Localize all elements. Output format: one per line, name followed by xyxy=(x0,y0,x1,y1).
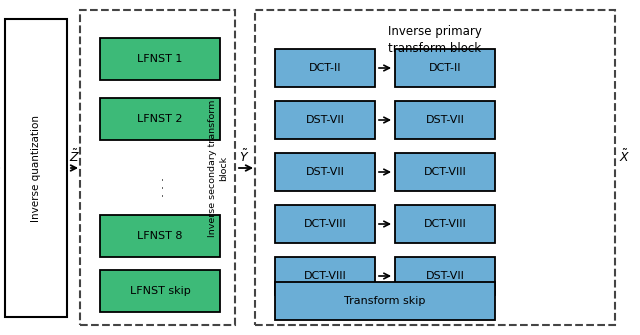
Bar xyxy=(395,205,495,243)
Text: Inverse quantization: Inverse quantization xyxy=(31,115,41,221)
Text: LFNST 2: LFNST 2 xyxy=(137,114,183,124)
Text: $\tilde{Y}$: $\tilde{Y}$ xyxy=(239,149,249,165)
Text: Transform skip: Transform skip xyxy=(344,296,426,306)
Bar xyxy=(275,205,375,243)
Text: DST-VII: DST-VII xyxy=(426,115,465,125)
Text: DCT-II: DCT-II xyxy=(429,63,461,73)
Text: LFNST 8: LFNST 8 xyxy=(137,231,183,241)
Text: DST-VII: DST-VII xyxy=(305,115,344,125)
Bar xyxy=(275,101,375,139)
Text: DCT-II: DCT-II xyxy=(308,63,341,73)
Bar xyxy=(5,19,67,317)
Text: DCT-VIII: DCT-VIII xyxy=(424,167,467,177)
Text: Inverse secondary transform
block: Inverse secondary transform block xyxy=(208,99,228,237)
Text: . . .: . . . xyxy=(154,177,166,197)
Text: Inverse primary
transform block: Inverse primary transform block xyxy=(388,25,482,55)
Bar xyxy=(395,49,495,87)
Bar xyxy=(255,10,615,325)
Bar xyxy=(395,101,495,139)
Text: DCT-VIII: DCT-VIII xyxy=(424,219,467,229)
Text: DCT-VIII: DCT-VIII xyxy=(303,219,346,229)
Bar xyxy=(100,98,220,140)
Bar xyxy=(275,49,375,87)
Bar xyxy=(100,270,220,312)
Bar xyxy=(275,153,375,191)
Text: DST-VII: DST-VII xyxy=(305,167,344,177)
Text: LFNST 1: LFNST 1 xyxy=(138,54,182,64)
Bar xyxy=(275,257,375,295)
Text: LFNST skip: LFNST skip xyxy=(130,286,190,296)
Bar xyxy=(275,282,495,320)
Bar xyxy=(100,215,220,257)
Text: DCT-VIII: DCT-VIII xyxy=(303,271,346,281)
Text: DST-VII: DST-VII xyxy=(426,271,465,281)
Text: $\tilde{X}$: $\tilde{X}$ xyxy=(620,149,630,165)
Bar xyxy=(80,10,235,325)
Bar xyxy=(395,257,495,295)
Bar xyxy=(100,38,220,80)
Text: $\tilde{Z}$: $\tilde{Z}$ xyxy=(70,149,81,165)
Bar xyxy=(395,153,495,191)
